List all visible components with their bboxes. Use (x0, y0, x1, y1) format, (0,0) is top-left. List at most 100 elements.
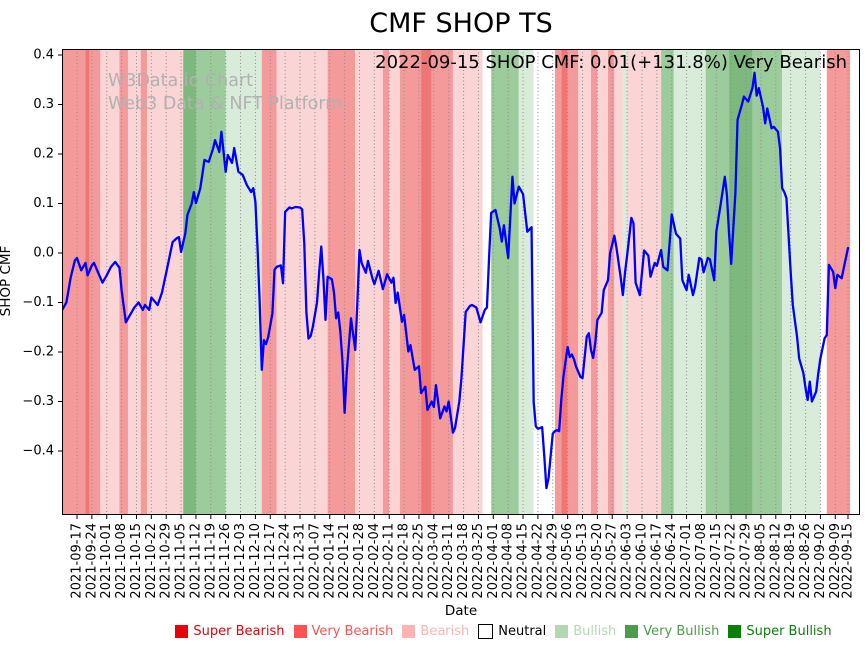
legend-label: Super Bullish (746, 623, 832, 639)
sentiment-band-very_bearish (608, 49, 615, 515)
plot-area: 0.4 0.3 0.2 0.1 0.0 −0.1 −0.2 −0.3 −0.4 2021-09-1… (22, 48, 860, 599)
y-tick-label: 0.3 (33, 97, 54, 112)
sentiment-band-very_bullish (752, 49, 783, 515)
legend-item-super_bearish: Super Bearish (175, 624, 285, 639)
sentiment-band-bullish (518, 49, 534, 515)
x-tick-label: 2022-08-05 (753, 523, 768, 599)
x-tick-label: 2022-09-15 (841, 523, 856, 599)
legend-item-bullish: Bullish (555, 624, 616, 639)
sentiment-band-super_bullish (729, 49, 753, 515)
x-tick-label: 2022-01-14 (322, 523, 337, 599)
legend-swatch-neutral (478, 623, 494, 639)
sentiment-band-neutral (533, 49, 555, 515)
legend-item-super_bullish: Super Bullish (728, 623, 832, 639)
x-tick-label: 2022-04-29 (545, 523, 560, 599)
sentiment-band-very_bearish (119, 49, 128, 515)
x-tick-label: 2022-02-11 (382, 523, 397, 599)
sentiment-band-bearish (276, 49, 328, 515)
legend-label: Bullish (573, 623, 617, 639)
sentiment-band-super_bearish (561, 49, 568, 515)
x-tick-label: 2022-07-08 (694, 523, 709, 599)
x-tick-label: 2022-08-12 (768, 523, 783, 599)
x-tick-label: 2022-06-24 (664, 523, 679, 599)
legend-swatch-bullish (555, 624, 569, 638)
sentiment-band-bullish (782, 49, 821, 515)
chart-title: CMF SHOP TS (369, 8, 553, 39)
sentiment-band-bearish (127, 49, 141, 515)
x-tick-label: 2022-03-18 (456, 523, 471, 599)
legend-label: Bearish (420, 623, 470, 639)
x-tick-label: 2021-10-01 (99, 523, 114, 599)
sentiment-band-very_bearish (399, 49, 422, 515)
x-tick-label: 2022-04-01 (486, 523, 501, 599)
x-tick-label: 2022-06-17 (649, 523, 664, 599)
legend-item-neutral: Neutral (478, 623, 547, 639)
x-tick-label: 2022-06-03 (620, 523, 635, 599)
plot-border (62, 49, 860, 515)
x-tick-label: 2022-07-15 (709, 523, 724, 599)
x-tick-label: 2021-11-05 (174, 523, 189, 599)
x-tick-label: 2021-11-26 (218, 523, 233, 599)
x-tick-label: 2022-01-07 (307, 523, 322, 599)
x-tick-label: 2022-05-13 (575, 523, 590, 599)
y-tick-label: −0.2 (22, 345, 54, 360)
x-tick-label: 2021-12-10 (248, 523, 263, 599)
sentiment-band-bullish (225, 49, 262, 515)
cmf-line (62, 71, 850, 490)
y-tick-label: 0.1 (33, 196, 54, 211)
x-tick-label: 2021-09-24 (84, 523, 99, 599)
x-tick-label: 2022-02-04 (367, 523, 382, 599)
legend-label: Neutral (498, 623, 547, 639)
sentiment-band-very_bearish (89, 49, 101, 515)
sentiment-band-very_bullish (705, 49, 730, 515)
x-tick-label: 2022-01-28 (352, 523, 367, 599)
x-tick-label: 2021-10-15 (129, 523, 144, 599)
x-tick-label: 2022-01-21 (337, 523, 352, 599)
sentiment-band-bearish (614, 49, 623, 515)
x-tick-label: 2022-02-25 (411, 523, 426, 599)
x-axis-label: Date (444, 603, 478, 619)
legend-item-very_bearish: Very Bearish (293, 623, 394, 639)
x-tick-label: 2022-06-10 (634, 523, 649, 599)
sentiment-band-super_bearish (421, 49, 432, 515)
x-tick-label: 2022-04-22 (530, 523, 545, 599)
sentiment-band-very_bearish (261, 49, 277, 515)
sentiment-band-neutral (820, 49, 827, 515)
sentiment-band-bearish (578, 49, 592, 515)
legend: Super Bearish Very Bearish Bearish Neutral B… (140, 620, 867, 642)
x-tick-label: 2021-10-22 (144, 523, 159, 599)
sentiment-band-bearish (100, 49, 120, 515)
x-tick-label: 2021-12-31 (293, 523, 308, 599)
x-tick-label: 2022-07-29 (739, 523, 754, 599)
x-tick-label: 2021-10-29 (159, 523, 174, 599)
legend-swatch-bearish (402, 624, 416, 638)
sentiment-band-very_bearish (554, 49, 562, 515)
x-tick-label: 2021-09-17 (70, 523, 85, 599)
x-tick-label: 2022-07-01 (679, 523, 694, 599)
x-tick-label: 2021-12-03 (233, 523, 248, 599)
sentiment-band-very_bullish (661, 49, 674, 515)
x-tick-label: 2022-08-19 (783, 523, 798, 599)
sentiment-band-bearish (597, 49, 608, 515)
legend-label: Very Bearish (311, 623, 394, 639)
legend-swatch-very_bullish (625, 624, 639, 638)
x-tick-label: 2021-11-19 (203, 523, 218, 599)
sentiment-band-super_bullish (183, 49, 196, 515)
x-tick-label: 2022-02-18 (397, 523, 412, 599)
x-tick-label: 2022-03-25 (471, 523, 486, 599)
sentiment-band-super_bearish (85, 49, 90, 515)
sentiment-band-very_bearish (140, 49, 148, 515)
sentiment-band-very_bearish (567, 49, 579, 515)
x-tick-label: 2022-04-15 (516, 523, 531, 599)
sentiment-band-very_bearish (826, 49, 851, 515)
y-tick-label: −0.3 (22, 394, 54, 409)
y-tick-label: 0.4 (33, 48, 54, 63)
x-tick-label: 2022-05-20 (590, 523, 605, 599)
legend-item-bearish: Bearish (402, 624, 469, 639)
x-tick-label: 2022-05-06 (560, 523, 575, 599)
legend-swatch-super_bullish (728, 624, 742, 638)
x-tick-label: 2022-09-09 (828, 523, 843, 599)
legend-swatch-very_bearish (293, 624, 307, 638)
